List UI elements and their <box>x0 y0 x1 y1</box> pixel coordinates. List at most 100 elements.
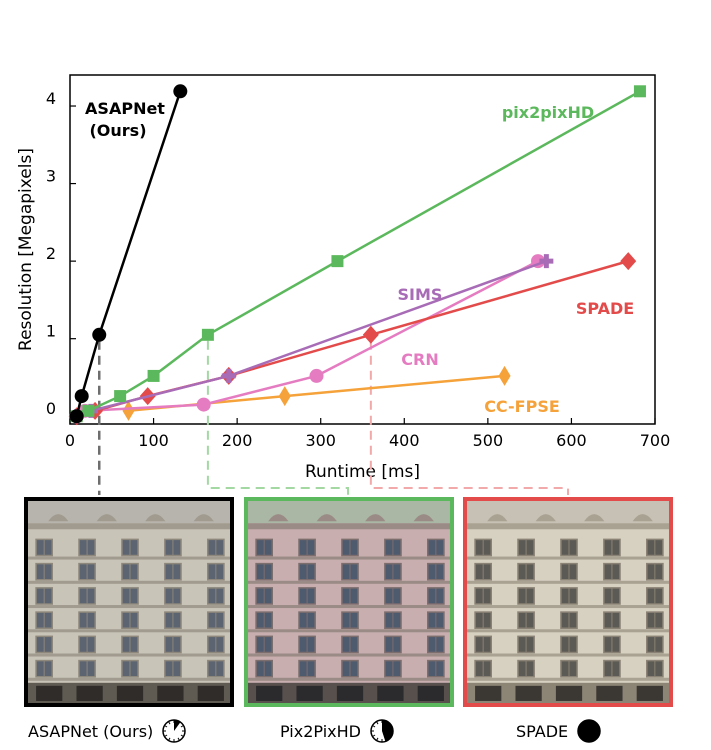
ledge <box>467 629 669 633</box>
spade-runtime-clock-icon <box>577 719 601 743</box>
y-axis-label: Resolution [Megapixels] <box>16 148 36 351</box>
data-point <box>498 365 511 386</box>
data-point <box>69 409 84 424</box>
dashed-connector <box>369 340 569 495</box>
clock-tick <box>180 734 185 737</box>
pix2pixhd-building-image <box>248 501 450 703</box>
dormer <box>316 514 337 522</box>
dormer <box>145 514 166 522</box>
clock-tick <box>372 725 376 728</box>
data-point <box>82 404 95 417</box>
ledge <box>28 556 230 560</box>
cornice <box>467 523 669 530</box>
pix2pixhd-caption: Pix2PixHD <box>280 718 395 744</box>
x-tick-label: 100 <box>138 431 169 450</box>
data-point <box>196 397 211 412</box>
ground-opening <box>515 685 542 701</box>
ledge <box>467 677 669 681</box>
clock-tick <box>376 737 379 741</box>
ground-opening <box>377 685 404 701</box>
pix2pixhd-output-panel <box>244 497 454 707</box>
dormer <box>365 514 386 522</box>
ledge <box>248 605 450 609</box>
ground-opening <box>36 685 63 701</box>
runtime-resolution-chart: 0 100 200 300 400 500 600 700 0 1 2 3 4 Runtime [ms] R… <box>16 74 671 495</box>
pix2pixhd-runtime-clock-icon <box>370 719 394 743</box>
spade-caption-label: SPADE <box>516 721 569 741</box>
dormer <box>487 514 508 522</box>
series-label: CC-FPSE <box>484 397 560 416</box>
roofline <box>467 501 669 524</box>
y-tick-label: 0 <box>46 399 56 418</box>
clock-tick <box>177 737 181 741</box>
data-point <box>309 368 324 383</box>
clock-fill <box>174 720 181 731</box>
ledge <box>28 629 230 633</box>
asapnet-runtime-clock-icon <box>162 719 187 743</box>
y-tick-label: 4 <box>46 89 56 108</box>
x-tick-label: 0 <box>65 431 75 450</box>
series-label: SPADE <box>576 299 634 318</box>
ledge <box>28 677 230 681</box>
ledge <box>248 580 450 584</box>
dormer <box>48 514 69 522</box>
dormer <box>535 514 556 522</box>
series-sims <box>69 254 554 424</box>
clock-fill <box>381 720 393 742</box>
series-asapnet <box>69 84 188 424</box>
clock-tick <box>164 734 168 737</box>
clock-tick <box>168 737 171 741</box>
series-label: CRN <box>401 350 438 369</box>
data-point <box>147 369 160 382</box>
y-tick-label: 3 <box>46 167 56 186</box>
data-point <box>362 325 379 344</box>
asapnet-caption-label: ASAPNet (Ours) <box>28 721 154 741</box>
dormer <box>413 514 434 522</box>
cornice <box>248 523 450 530</box>
roofline <box>28 501 230 524</box>
clock-tick <box>168 721 171 725</box>
data-point <box>173 84 188 99</box>
series-label: (Ours) <box>89 121 146 140</box>
series-label: SIMS <box>398 285 443 304</box>
ledge <box>28 605 230 609</box>
dormer <box>193 514 214 522</box>
clock-tick <box>164 725 168 728</box>
clock-fill <box>578 720 601 742</box>
dormer <box>268 514 289 522</box>
spade-building-image <box>467 501 669 703</box>
x-tick-label: 700 <box>640 431 671 450</box>
y-tick-label: 1 <box>46 322 56 341</box>
ledge <box>248 556 450 560</box>
roofline <box>248 501 450 524</box>
pix2pixhd-caption-label: Pix2PixHD <box>280 721 361 741</box>
ledge <box>467 556 669 560</box>
ledge <box>248 653 450 657</box>
ledge <box>467 653 669 657</box>
spade-caption: SPADE <box>516 718 602 744</box>
ground-opening <box>197 685 224 701</box>
ground-opening <box>157 685 184 701</box>
ground-opening <box>256 685 283 701</box>
data-point <box>122 400 135 421</box>
dormer <box>632 514 653 522</box>
x-tick-label: 500 <box>473 431 504 450</box>
data-point <box>331 255 344 268</box>
ground-opening <box>555 685 583 701</box>
series-pix2pixhd <box>70 85 646 423</box>
ledge <box>467 605 669 609</box>
series-label: ASAPNet <box>85 99 165 118</box>
dormer <box>584 514 605 522</box>
ground-opening <box>116 685 144 701</box>
ledge <box>467 580 669 584</box>
data-point <box>620 252 637 271</box>
clock-tick <box>376 721 379 725</box>
clock-tick <box>372 734 376 737</box>
x-tick-label: 600 <box>556 431 587 450</box>
series-line <box>76 90 641 418</box>
data-point <box>539 254 554 269</box>
ground-opening <box>475 685 502 701</box>
x-tick-label: 300 <box>305 431 336 450</box>
ground-opening <box>336 685 364 701</box>
ground-opening <box>636 685 663 701</box>
